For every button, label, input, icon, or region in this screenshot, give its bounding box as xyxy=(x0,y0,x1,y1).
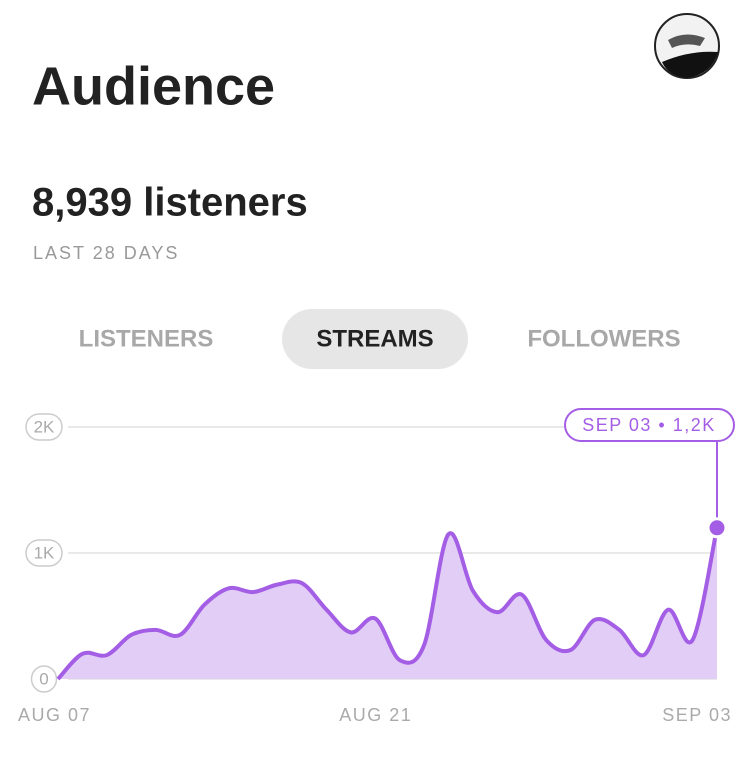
avatar-shape xyxy=(668,34,705,48)
page-title: Audience xyxy=(32,56,275,116)
y-tick-label: 1K xyxy=(34,543,55,562)
y-tick-pill xyxy=(25,413,63,441)
y-tick-pill xyxy=(25,539,63,567)
summary-period: LAST 28 DAYS xyxy=(33,243,179,263)
tab-selected-bg xyxy=(282,309,468,369)
tab[interactable]: FOLLOWERS xyxy=(527,325,680,352)
avatar[interactable] xyxy=(654,13,720,79)
y-tick-pill xyxy=(30,665,58,693)
tab[interactable]: STREAMS xyxy=(316,325,433,352)
point xyxy=(706,517,728,539)
x-tick-label: AUG 21 xyxy=(339,705,412,725)
line xyxy=(56,527,719,681)
tooltip-text: SEP 03 • 1,2K xyxy=(582,415,716,435)
area xyxy=(58,527,717,679)
summary-value: 8,939 listeners xyxy=(32,181,308,225)
tab[interactable]: LISTENERS xyxy=(79,325,214,352)
avatar-shape xyxy=(662,51,718,78)
y-tick-label: 0 xyxy=(39,669,48,688)
x-tick-label: SEP 03 xyxy=(662,705,732,725)
x-tick-label: AUG 07 xyxy=(18,705,91,725)
tooltip-box xyxy=(564,408,735,442)
y-tick-label: 2K xyxy=(34,417,55,436)
